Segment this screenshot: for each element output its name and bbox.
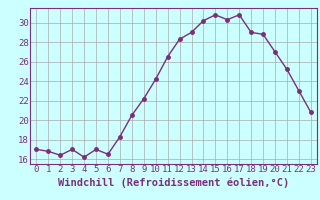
X-axis label: Windchill (Refroidissement éolien,°C): Windchill (Refroidissement éolien,°C) xyxy=(58,177,289,188)
